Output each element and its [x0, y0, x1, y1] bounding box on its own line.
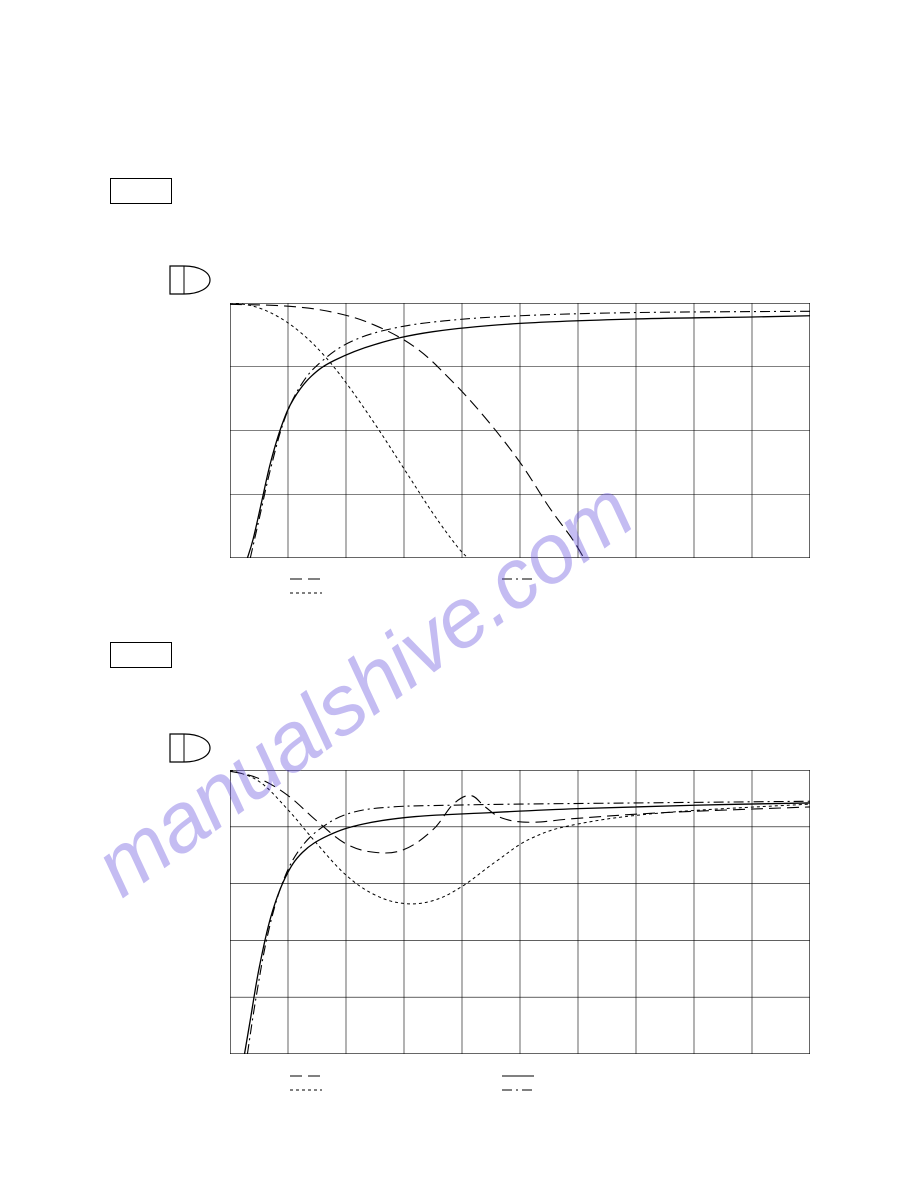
chart-1 — [230, 303, 810, 558]
figure-number-box-1 — [110, 178, 172, 204]
speaker-icon — [168, 728, 212, 768]
chart-2 — [230, 770, 810, 1054]
speaker-icon — [168, 260, 212, 300]
legend-2 — [290, 1072, 550, 1102]
figure-number-box-2 — [110, 642, 172, 668]
legend-1 — [290, 575, 550, 605]
